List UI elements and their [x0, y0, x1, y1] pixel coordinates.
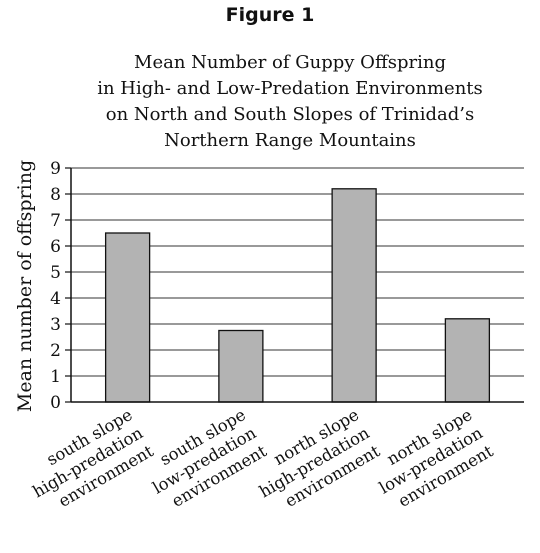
axes [70, 168, 524, 403]
bar [444, 318, 491, 403]
y-tick-label: 0 [50, 393, 61, 413]
y-tick-labels: 0 1 2 3 4 5 6 7 8 9 [50, 159, 61, 413]
chart-title-line-4: Northern Range Mountains [164, 130, 416, 151]
chart-title-line-2: in High- and Low-Predation Environments [97, 78, 483, 99]
y-tick-label: 7 [50, 211, 61, 231]
bar [331, 188, 377, 403]
bars [104, 188, 491, 403]
y-tick-label: 6 [50, 237, 61, 257]
y-tick-label: 3 [50, 315, 61, 335]
bar [218, 329, 264, 403]
y-tick-label: 9 [50, 159, 61, 179]
y-tick-label: 5 [50, 263, 61, 283]
y-tick-label: 8 [50, 185, 61, 205]
y-tick-label: 1 [50, 367, 61, 387]
y-tick-label: 4 [50, 289, 61, 309]
y-axis-label: Mean number of offspring [14, 160, 36, 412]
y-tick-label: 2 [50, 341, 61, 361]
chart-title-line-3: on North and South Slopes of Trinidad’s [105, 104, 475, 125]
bar [104, 232, 151, 403]
x-category-labels: south slopehigh-predationenvironmentsout… [29, 405, 497, 511]
figure-label: Figure 1 [225, 4, 315, 26]
chart-title-line-1: Mean Number of Guppy Offspring [134, 52, 446, 73]
